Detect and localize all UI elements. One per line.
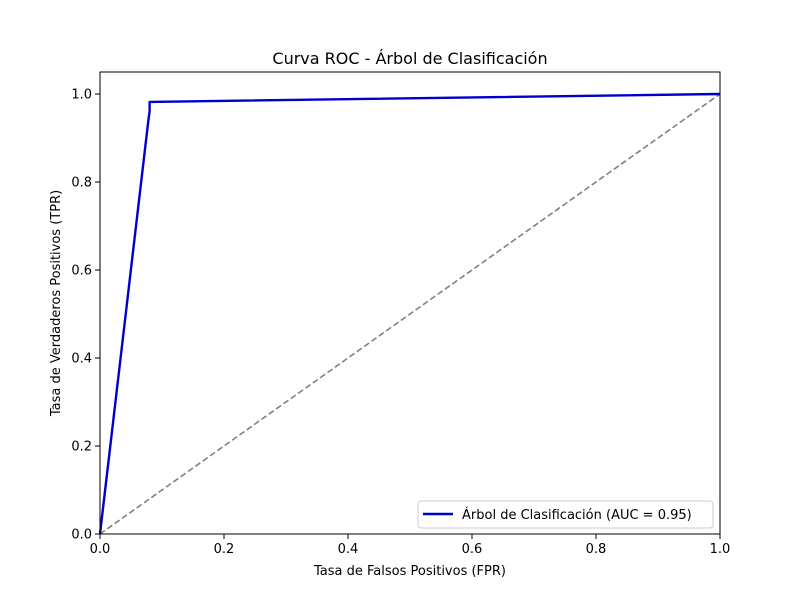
x-tick-label: 0.2 (214, 542, 235, 557)
x-tick-label: 0.8 (586, 542, 607, 557)
x-tick-label: 0.4 (338, 542, 359, 557)
y-axis-label: Tasa de Verdaderos Positivos (TPR) (49, 190, 64, 417)
roc-curve-line (98, 92, 721, 535)
y-tick-label: 0.8 (71, 176, 92, 191)
ticks: 0.0 0.2 0.4 0.6 0.8 1.0 0.0 0.2 0.4 0.6 0.8 1.0 (71, 88, 730, 558)
y-tick-label: 0.6 (71, 264, 92, 279)
x-tick-label: 1.0 (710, 542, 731, 557)
y-tick-label: 0.4 (71, 352, 92, 367)
y-tick-label: 0.2 (71, 440, 92, 455)
plot-area (98, 92, 721, 535)
plot-frame (99, 71, 721, 535)
x-axis-label: Tasa de Falsos Positivos (FPR) (313, 564, 506, 579)
x-tick-label: 0.6 (462, 542, 483, 557)
random-classifier-line (99, 93, 721, 535)
legend-box (417, 500, 714, 529)
legend: Árbol de Clasificación (AUC = 0.95) (417, 500, 714, 529)
chart-title: Curva ROC - Árbol de Clasificación (272, 49, 547, 68)
x-tick-label: 0.0 (90, 542, 111, 557)
y-tick-label: 0.0 (71, 528, 92, 543)
y-tick-label: 1.0 (71, 88, 92, 103)
legend-entry-label: Árbol de Clasificación (AUC = 0.95) (462, 507, 692, 523)
